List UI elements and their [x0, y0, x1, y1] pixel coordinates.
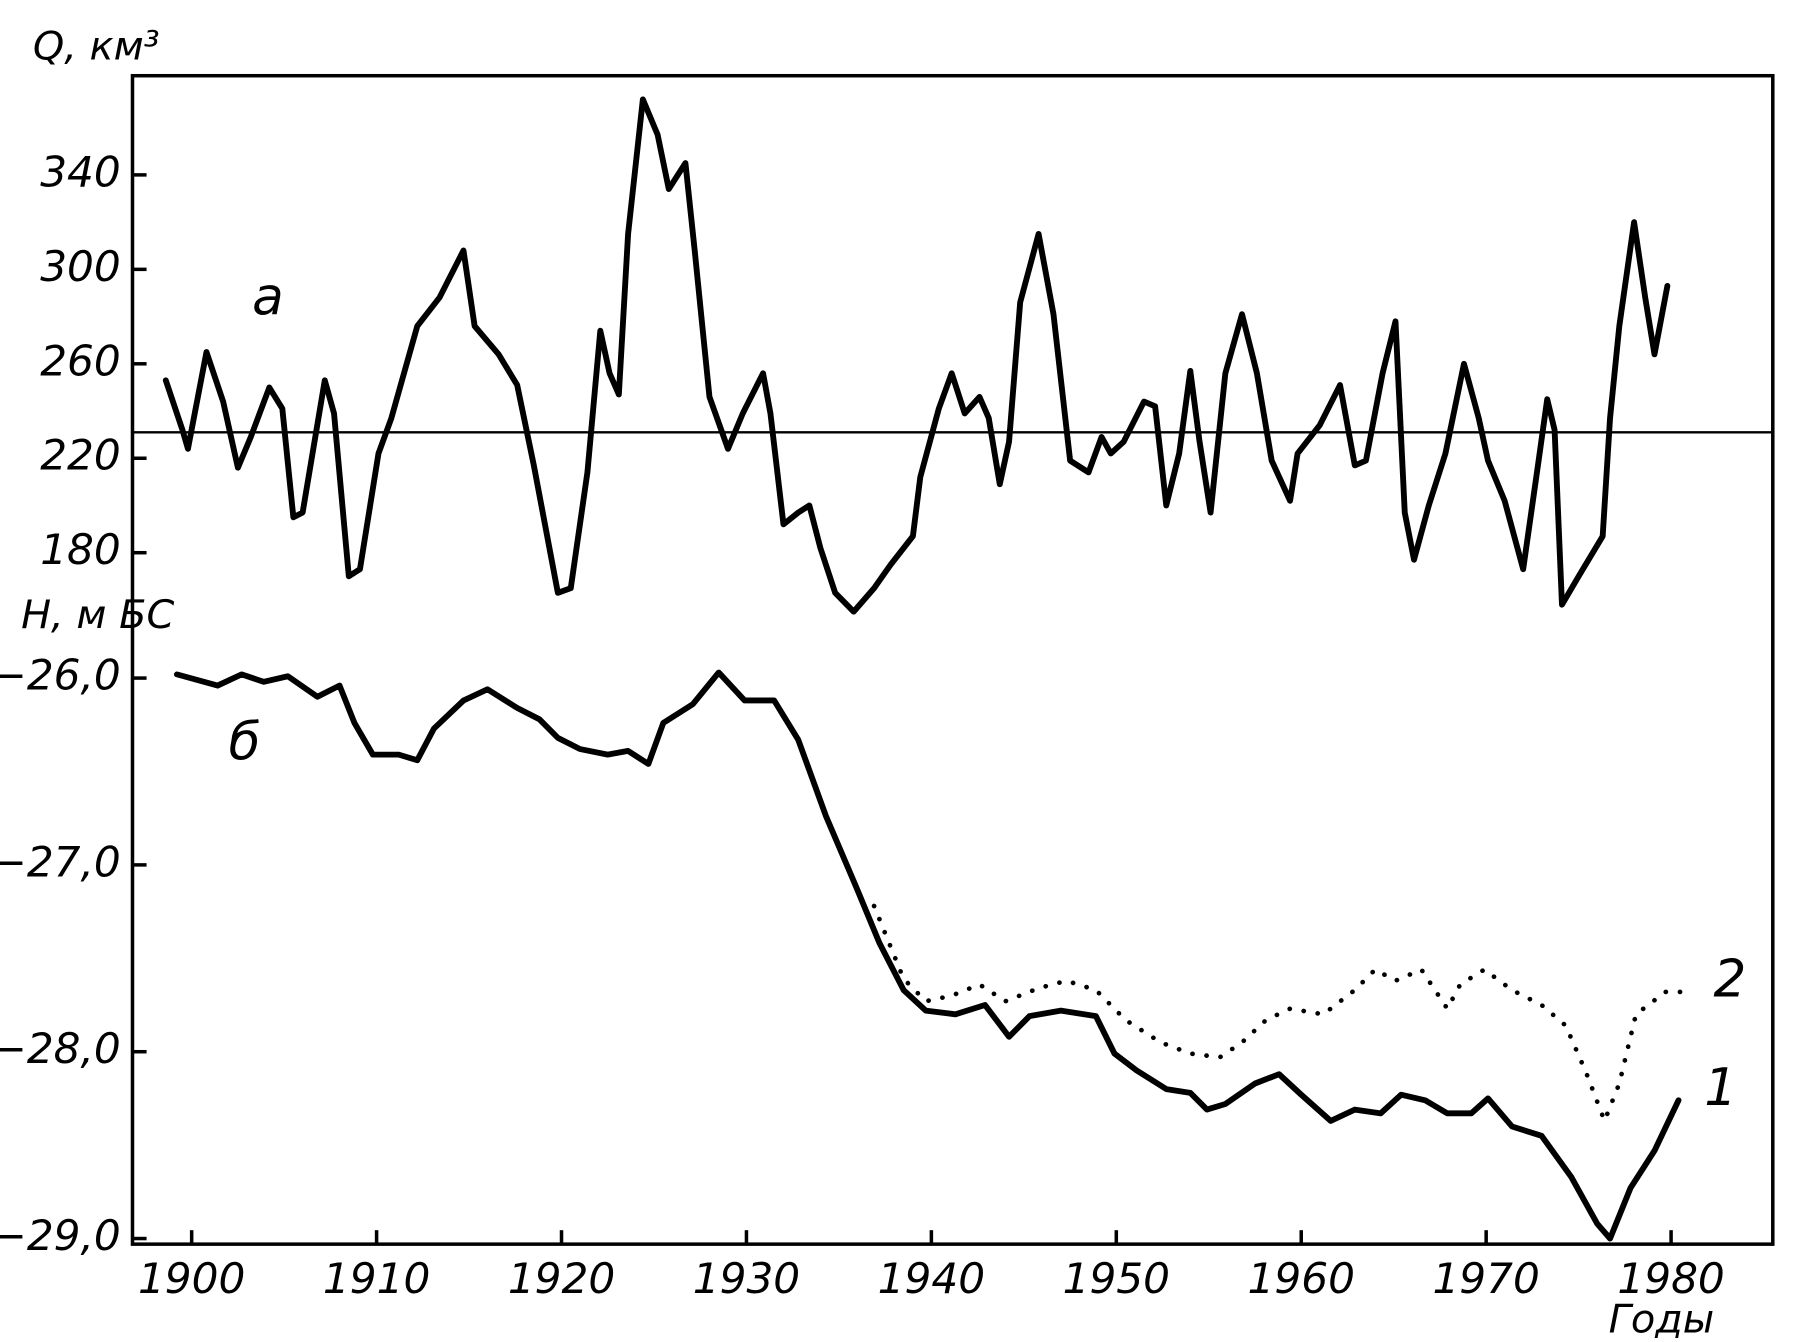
x-tick-label: 1950 — [1063, 1254, 1170, 1303]
y-tick-label: −28,0 — [0, 1024, 121, 1073]
data-line — [871, 903, 1691, 1124]
x-tick-label: 1940 — [878, 1254, 985, 1303]
series-label: 1 — [1704, 1058, 1737, 1118]
panel-label-a: а — [252, 268, 284, 328]
y-tick-label: −27,0 — [0, 837, 121, 886]
y-tick-label: −26,0 — [0, 651, 121, 700]
series-label: 2 — [1714, 950, 1747, 1010]
y-tick-label: 340 — [40, 147, 121, 196]
x-tick-label: 1910 — [323, 1254, 430, 1303]
y-tick-label: 220 — [40, 431, 121, 480]
y-tick-label: 180 — [40, 525, 121, 574]
data-line — [162, 96, 1671, 615]
x-axis-label: Годы — [1609, 1297, 1715, 1342]
y-tick-label: −29,0 — [0, 1211, 121, 1260]
y-tick-label: 260 — [40, 336, 121, 385]
y-axis-label-q: Q, км³ — [33, 24, 160, 70]
x-tick-label: 1970 — [1432, 1254, 1539, 1303]
plot-frame — [130, 73, 1775, 1246]
x-tick-label: 1900 — [138, 1254, 245, 1303]
x-tick-label: 1960 — [1248, 1254, 1355, 1303]
x-tick-label: 1930 — [693, 1254, 800, 1303]
panel-label-b: б — [229, 713, 261, 773]
x-tick-label: 1980 — [1617, 1254, 1724, 1303]
y-tick-label: 300 — [40, 242, 121, 291]
data-line — [173, 669, 1682, 1242]
x-tick-label: 1920 — [508, 1254, 615, 1303]
y-axis-label-h: Н, м БС — [21, 592, 174, 638]
